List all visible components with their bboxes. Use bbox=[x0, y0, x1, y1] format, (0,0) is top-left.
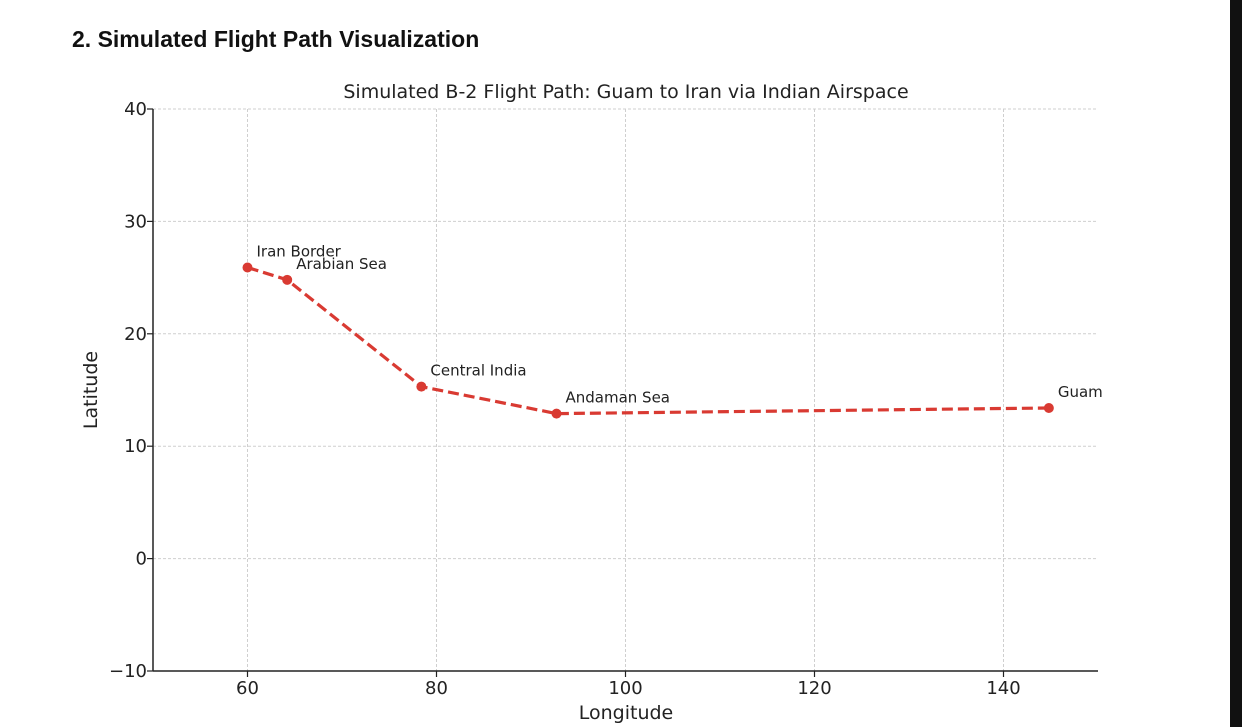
y-tick-label: 10 bbox=[124, 436, 147, 457]
chart-title: Simulated B-2 Flight Path: Guam to Iran … bbox=[343, 81, 908, 103]
flight-path-series bbox=[242, 262, 1054, 419]
waypoint-label: Guam bbox=[1058, 383, 1103, 401]
waypoint-marker bbox=[242, 262, 253, 273]
ticks: 60 80 100 120 140 −10 0 10 20 30 40 bbox=[109, 99, 1021, 699]
section-heading: 2. Simulated Flight Path Visualization bbox=[72, 26, 480, 52]
y-tick-label: −10 bbox=[109, 661, 147, 682]
y-tick-label: 0 bbox=[136, 549, 147, 570]
waypoint-marker bbox=[282, 274, 293, 285]
x-tick-label: 140 bbox=[986, 678, 1020, 699]
x-tick-label: 60 bbox=[236, 678, 259, 699]
y-tick-label: 30 bbox=[124, 211, 147, 232]
waypoint-label: Arabian Sea bbox=[296, 255, 387, 273]
point-labels: Guam Andaman Sea Central India Arabian SeaI… bbox=[257, 242, 1103, 406]
y-tick-label: 40 bbox=[124, 99, 147, 120]
waypoint-marker bbox=[1043, 402, 1054, 413]
y-axis-label: Latitude bbox=[80, 351, 102, 429]
waypoint-label: Iran Border bbox=[257, 242, 342, 260]
x-tick-label: 100 bbox=[608, 678, 642, 699]
x-axis-label: Longitude bbox=[579, 702, 674, 724]
waypoint-marker bbox=[416, 381, 427, 392]
x-tick-label: 80 bbox=[425, 678, 448, 699]
waypoint-marker bbox=[551, 408, 562, 419]
y-tick-label: 20 bbox=[124, 324, 147, 345]
x-tick-label: 120 bbox=[797, 678, 831, 699]
waypoint-label: Central India bbox=[430, 362, 526, 380]
waypoint-label: Andaman Sea bbox=[566, 389, 671, 407]
